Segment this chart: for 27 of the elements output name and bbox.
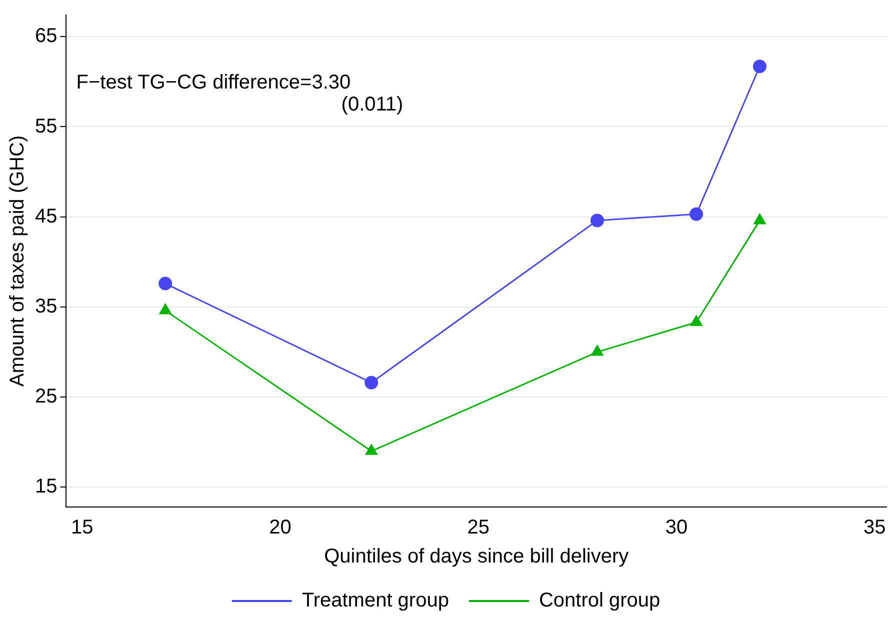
x-tick-label: 20 — [269, 516, 292, 539]
y-tick-label: 35 — [34, 295, 58, 318]
y-tick-label: 45 — [34, 205, 58, 228]
annotation: F−test TG−CG difference=3.30 — [76, 72, 351, 94]
point — [752, 60, 766, 74]
point — [364, 376, 378, 390]
annotation: (0.011) — [341, 94, 404, 116]
legend-label: Control group — [538, 590, 660, 612]
x-tick-label: 25 — [467, 516, 490, 539]
y-tick-label: 65 — [34, 25, 58, 48]
x-tick-label: 15 — [70, 516, 94, 539]
y-axis-title: Amount of taxes paid (GHC) — [6, 135, 29, 387]
point — [159, 304, 172, 314]
legend-label: Treatment group — [302, 590, 449, 612]
point — [690, 207, 704, 221]
point — [754, 214, 766, 224]
x-tick-label: 35 — [863, 516, 886, 539]
point — [591, 345, 604, 356]
point — [365, 444, 378, 455]
x-axis-title: Quintiles of days since bill delivery — [324, 546, 629, 568]
y-tick-label: 15 — [34, 476, 58, 498]
point — [158, 276, 172, 290]
point — [590, 214, 604, 228]
y-tick-label: 55 — [34, 115, 58, 138]
x-tick-label: 30 — [665, 516, 688, 539]
point — [690, 316, 702, 326]
y-tick-label: 25 — [34, 386, 58, 408]
